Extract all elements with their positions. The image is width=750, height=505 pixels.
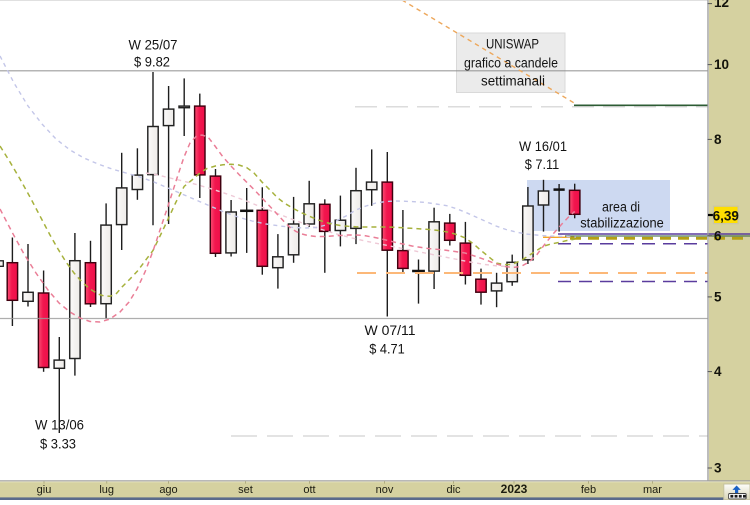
svg-text:W 13/06: W 13/06 <box>35 418 84 433</box>
svg-text:mar: mar <box>643 484 662 496</box>
svg-text:6,39: 6,39 <box>713 208 739 223</box>
svg-text:W 25/07: W 25/07 <box>129 38 178 53</box>
svg-text:$ 7.11: $ 7.11 <box>525 157 560 172</box>
svg-text:lug: lug <box>99 484 114 496</box>
svg-text:nov: nov <box>376 484 394 496</box>
svg-text:4: 4 <box>714 364 722 379</box>
svg-text:2023: 2023 <box>501 482 528 496</box>
svg-text:set: set <box>238 484 253 496</box>
svg-text:10: 10 <box>714 57 729 72</box>
svg-text:settimanali: settimanali <box>481 74 545 89</box>
svg-text:UNISWAP: UNISWAP <box>486 37 539 52</box>
svg-text:giu: giu <box>37 484 52 496</box>
svg-text:W 16/01: W 16/01 <box>519 139 567 154</box>
svg-text:$ 4.71: $ 4.71 <box>369 342 405 357</box>
svg-text:5: 5 <box>714 290 722 305</box>
svg-text:3: 3 <box>714 461 722 476</box>
svg-text:6: 6 <box>714 228 722 243</box>
svg-text:ago: ago <box>159 484 177 496</box>
svg-text:W 07/11: W 07/11 <box>365 323 416 338</box>
svg-text:dic: dic <box>446 484 461 496</box>
svg-text:$ 9.82: $ 9.82 <box>134 55 170 70</box>
svg-text:stabilizzazione: stabilizzazione <box>580 216 664 231</box>
svg-text:grafico a candele: grafico a candele <box>464 56 558 71</box>
svg-text:8: 8 <box>714 132 722 147</box>
svg-text:area di: area di <box>602 200 640 215</box>
svg-text:feb: feb <box>581 484 596 496</box>
svg-text:ott: ott <box>303 484 315 496</box>
svg-text:12: 12 <box>714 0 729 10</box>
svg-text:$ 3.33: $ 3.33 <box>40 437 76 452</box>
